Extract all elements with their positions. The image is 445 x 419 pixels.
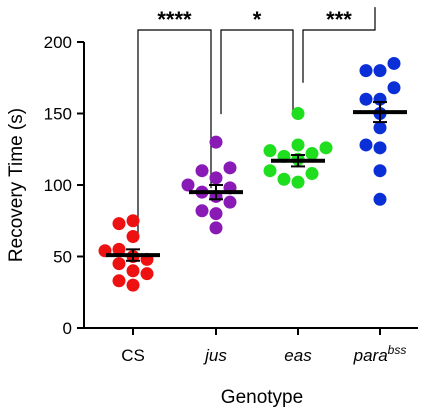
data-point bbox=[209, 207, 223, 221]
x-tick-label: CS bbox=[121, 346, 145, 365]
data-point bbox=[112, 217, 126, 231]
x-tick-label: eas bbox=[284, 346, 312, 365]
y-tick-label: 100 bbox=[44, 176, 72, 195]
significance-bracket bbox=[302, 7, 376, 83]
significance-label: * bbox=[253, 7, 262, 32]
category-labels: CS jus eas parabss bbox=[121, 328, 406, 365]
data-point bbox=[126, 214, 140, 228]
data-point bbox=[112, 274, 126, 288]
x-tick-label: parabss bbox=[353, 343, 407, 365]
data-point bbox=[373, 64, 387, 78]
data-point bbox=[195, 204, 209, 218]
data-point bbox=[359, 64, 373, 78]
significance-bracket bbox=[220, 29, 294, 115]
significance-bracket bbox=[137, 29, 212, 238]
y-tick-label: 150 bbox=[44, 105, 72, 124]
data-point bbox=[209, 135, 223, 149]
data-point bbox=[263, 164, 277, 178]
data-point bbox=[373, 121, 387, 135]
data-point bbox=[223, 161, 237, 175]
data-point bbox=[112, 257, 126, 271]
significance-brackets: **** * *** bbox=[137, 7, 376, 238]
data-point bbox=[181, 178, 195, 192]
data-point bbox=[195, 164, 209, 178]
data-point bbox=[140, 267, 154, 281]
data-point bbox=[263, 144, 277, 158]
data-point bbox=[387, 56, 401, 70]
y-tick-label: 50 bbox=[53, 248, 72, 267]
y-tick-label: 200 bbox=[44, 33, 72, 52]
data-point bbox=[291, 107, 305, 120]
data-point bbox=[112, 242, 126, 256]
data-point bbox=[359, 138, 373, 152]
data-point bbox=[291, 138, 305, 152]
mean-sem-bars bbox=[106, 101, 407, 262]
significance-label: *** bbox=[326, 7, 352, 32]
data-point bbox=[305, 167, 319, 181]
data-point bbox=[359, 92, 373, 106]
data-point bbox=[387, 81, 401, 95]
data-point bbox=[126, 278, 140, 292]
x-tick-label: jus bbox=[203, 346, 227, 365]
data-point bbox=[209, 221, 223, 235]
y-tick-label: 0 bbox=[63, 319, 72, 338]
x-axis-title: Genotype bbox=[221, 387, 303, 408]
data-point bbox=[373, 141, 387, 155]
y-axis-title: Recovery Time (s) bbox=[6, 108, 27, 262]
data-points bbox=[98, 56, 401, 292]
data-point bbox=[373, 192, 387, 206]
data-point bbox=[209, 171, 223, 185]
data-point bbox=[319, 141, 333, 155]
data-point bbox=[373, 164, 387, 178]
data-point bbox=[126, 264, 140, 278]
data-point bbox=[126, 229, 140, 243]
data-point bbox=[277, 172, 291, 186]
significance-label: **** bbox=[157, 7, 192, 32]
data-point bbox=[291, 175, 305, 189]
data-point bbox=[305, 147, 319, 161]
y-ticks: 0 50 100 150 200 bbox=[44, 33, 84, 338]
data-point bbox=[223, 195, 237, 209]
